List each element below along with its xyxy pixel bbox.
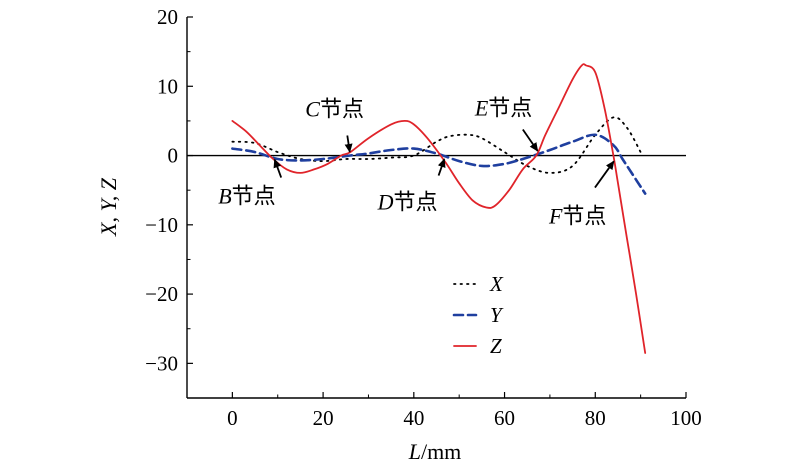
x-axis-label: L/mm xyxy=(408,439,462,464)
annotation-arrow-b xyxy=(273,158,283,178)
annotation-arrow-f xyxy=(594,160,615,189)
y-tick-label: −30 xyxy=(145,351,178,375)
annotation-label-d: D节点 xyxy=(377,190,438,215)
x-tick-label: 40 xyxy=(403,406,424,430)
legend: XYZ xyxy=(452,272,504,358)
y-tick-label: −10 xyxy=(145,213,178,237)
legend-label-x: X xyxy=(489,272,504,296)
y-tick-label: 0 xyxy=(168,144,179,168)
x-tick-label: 60 xyxy=(494,406,515,430)
x-tick-label: 20 xyxy=(313,406,334,430)
annotation-label-f: F节点 xyxy=(548,204,606,229)
legend-label-y: Y xyxy=(490,303,504,327)
x-tick-label: 100 xyxy=(670,406,702,430)
annotation-arrow-d xyxy=(437,158,446,176)
annotation-layer: B节点 C节点 D节点 E节点 F节点 xyxy=(218,96,615,229)
annotation-label-e: E节点 xyxy=(474,96,532,121)
legend-label-z: Z xyxy=(490,334,502,358)
annotation-arrow-c xyxy=(344,135,353,153)
series-line-x xyxy=(231,116,642,174)
y-tick-label: −20 xyxy=(145,282,178,306)
series-layer xyxy=(231,63,647,354)
y-axis-label: X, Y, Z xyxy=(96,177,121,237)
series-line-y xyxy=(231,133,647,195)
x-tick-label: 0 xyxy=(227,406,238,430)
annotation-arrow-e xyxy=(522,129,539,152)
y-tick-label: 20 xyxy=(157,5,178,29)
series-line-z xyxy=(231,63,647,354)
y-tick-label: 10 xyxy=(157,74,178,98)
annotation-label-c: C节点 xyxy=(305,97,364,122)
annotation-label-b: B节点 xyxy=(218,184,275,209)
x-tick-label: 80 xyxy=(585,406,606,430)
